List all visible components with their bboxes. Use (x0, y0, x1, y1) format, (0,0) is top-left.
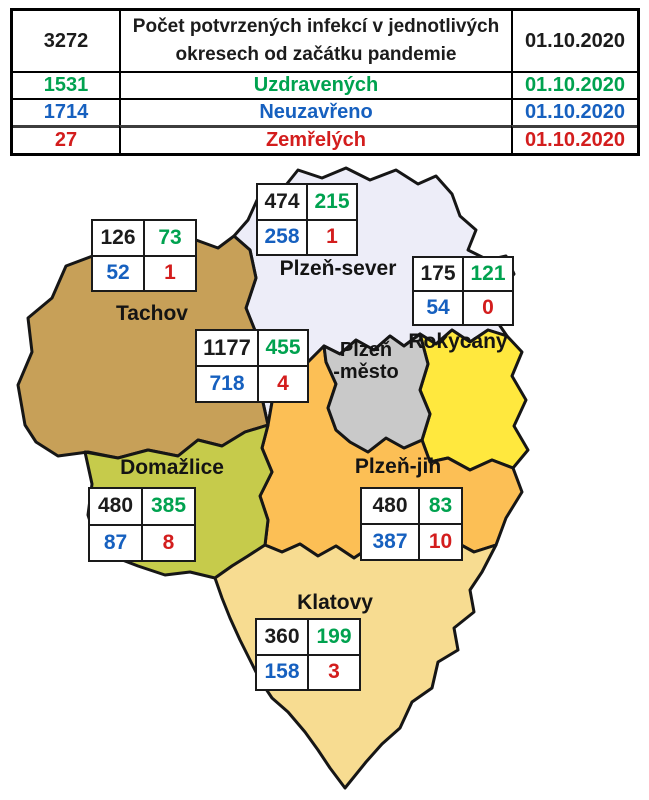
recovered-date: 01.10.2020 (511, 71, 637, 98)
rokycany-recovered: 121 (464, 258, 512, 290)
tachov-open: 52 (93, 256, 143, 290)
klatovy-recovered: 199 (309, 620, 359, 654)
rokycany-open: 54 (414, 292, 462, 324)
deaths-date: 01.10.2020 (511, 125, 637, 153)
table-title: Počet potvrzených infekcí v jednotlivých… (119, 11, 511, 71)
total-confirmed-count: 3272 (43, 29, 89, 52)
district-label-plzen-mesto-line2: -město (333, 361, 399, 383)
domazlice-deaths: 8 (143, 525, 194, 560)
district-label-domazlice: Domažlice (120, 456, 224, 479)
district-box-plzen-mesto: 1177 455 718 4 (195, 329, 309, 403)
open-label: Neuzavřeno (119, 98, 511, 125)
klatovy-confirmed: 360 (257, 620, 307, 654)
rokycany-deaths: 0 (464, 292, 512, 324)
deaths-label: Zemřelých (119, 125, 511, 153)
domazlice-confirmed: 480 (90, 489, 141, 524)
total-deaths-count: 27 (13, 125, 119, 153)
tachov-deaths: 1 (145, 256, 195, 290)
domazlice-open: 87 (90, 525, 141, 560)
confirmed-date: 01.10.2020 (511, 11, 637, 71)
district-label-plzen-jih: Plzeň-jih (354, 455, 442, 478)
tachov-confirmed: 126 (93, 221, 143, 255)
district-box-tachov: 126 73 52 1 (91, 219, 197, 292)
tachov-recovered: 73 (145, 221, 195, 255)
district-box-plzen-sever: 474 215 258 1 (256, 183, 358, 256)
klatovy-deaths: 3 (309, 655, 359, 689)
plzen-jih-open: 387 (362, 525, 418, 559)
plzen-jih-deaths: 10 (420, 525, 461, 559)
plzen-mesto-recovered: 455 (259, 331, 307, 365)
summary-table: 3272 Počet potvrzených infekcí v jednotl… (10, 8, 640, 156)
plzen-sever-deaths: 1 (308, 220, 356, 254)
district-label-tachov: Tachov (116, 302, 188, 325)
klatovy-open: 158 (257, 655, 307, 689)
district-label-rokycany: Rokycany (408, 330, 508, 353)
plzen-sever-confirmed: 474 (258, 185, 306, 219)
plzen-mesto-deaths: 4 (259, 367, 307, 401)
district-box-plzen-jih: 480 83 387 10 (360, 487, 463, 561)
district-box-domazlice: 480 385 87 8 (88, 487, 196, 562)
plzen-sever-recovered: 215 (308, 185, 356, 219)
district-box-rokycany: 175 121 54 0 (412, 256, 514, 326)
recovered-label: Uzdravených (119, 71, 511, 98)
district-label-plzen-mesto-line1: Plzeň (339, 339, 393, 361)
district-shape-plzen-mesto (322, 332, 432, 454)
plzen-jih-confirmed: 480 (362, 489, 418, 523)
open-date: 01.10.2020 (511, 98, 637, 125)
total-recovered-count: 1531 (13, 71, 119, 98)
district-label-plzen-mesto: Plzeň -město (333, 339, 399, 383)
district-box-klatovy: 360 199 158 3 (255, 618, 361, 691)
plzen-sever-open: 258 (258, 220, 306, 254)
plzen-mesto-confirmed: 1177 (197, 331, 257, 365)
district-label-klatovy: Klatovy (297, 591, 373, 614)
rokycany-confirmed: 175 (414, 258, 462, 290)
total-open-count: 1714 (13, 98, 119, 125)
domazlice-recovered: 385 (143, 489, 194, 524)
plzen-jih-recovered: 83 (420, 489, 461, 523)
district-label-plzen-sever: Plzeň-sever (279, 257, 397, 280)
plzen-mesto-open: 718 (197, 367, 257, 401)
